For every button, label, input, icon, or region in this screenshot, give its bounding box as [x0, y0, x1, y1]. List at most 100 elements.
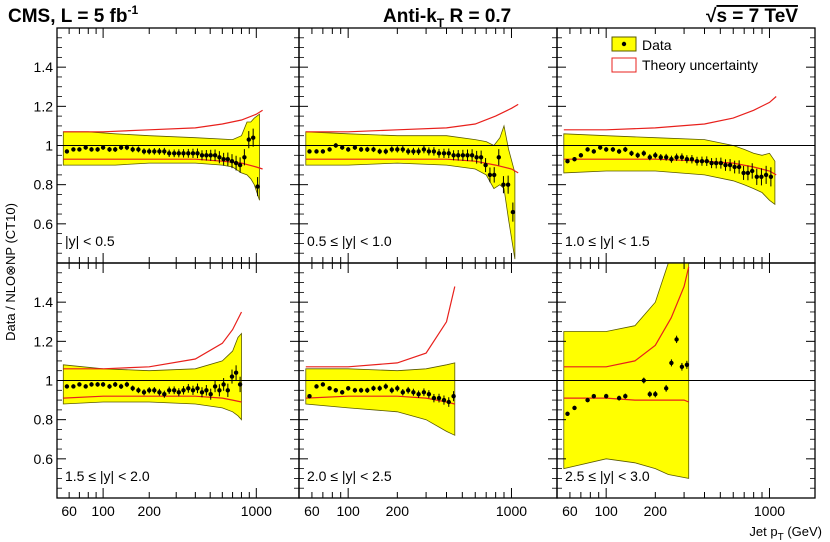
data-point [172, 151, 177, 156]
data-point [208, 392, 213, 397]
data-point [208, 153, 213, 158]
data-point [565, 159, 570, 164]
data-point [229, 159, 235, 164]
data-point [217, 155, 222, 160]
data-point [307, 149, 312, 154]
data-point [736, 164, 742, 170]
data-point [478, 155, 484, 160]
data-point [327, 386, 332, 391]
header-left: CMS, L = 5 fb-1 [8, 3, 138, 27]
x-tick-label: 100 [594, 503, 618, 519]
data-point [750, 168, 755, 174]
data-point [340, 145, 345, 150]
data-point [327, 147, 332, 152]
data-point [469, 153, 475, 158]
data-point [255, 184, 260, 189]
data-point [763, 172, 769, 178]
data-point [416, 392, 421, 397]
data-point [167, 151, 172, 156]
rapidity-bin-label: 2.0 ≤ |y| < 2.5 [307, 468, 392, 484]
data-point [689, 157, 695, 162]
y-tick-label: 0.8 [34, 177, 54, 193]
data-point [237, 162, 243, 168]
rapidity-bin-label: 2.5 ≤ |y| < 3.0 [565, 468, 650, 484]
data-point [176, 151, 181, 156]
data-point [718, 160, 724, 166]
data-point [598, 145, 603, 150]
data-point [157, 149, 162, 154]
data-point [77, 382, 82, 387]
data-point [233, 370, 239, 375]
legend-theory-label: Theory uncertainty [642, 57, 758, 73]
data-point [496, 155, 501, 160]
data-point [585, 147, 590, 152]
theory-upper-curve [63, 109, 263, 133]
uncertainty-band [62, 332, 242, 421]
data-point [167, 388, 172, 393]
data-point [451, 394, 456, 399]
data-point [604, 394, 609, 399]
data-point [333, 143, 338, 148]
data-point [674, 337, 679, 342]
uncertainty-band [62, 113, 260, 201]
x-tick-label: 100 [91, 503, 115, 519]
data-point [377, 386, 382, 391]
data-point [212, 384, 218, 389]
data-point [314, 384, 319, 389]
data-point [694, 159, 700, 164]
data-point [157, 390, 162, 395]
data-point [195, 151, 200, 156]
data-point [460, 153, 466, 158]
data-point [233, 160, 239, 166]
data-point [436, 151, 442, 156]
data-point [474, 155, 479, 160]
data-point [141, 149, 147, 154]
rapidity-bin-label: 0.5 ≤ |y| < 1.0 [307, 233, 392, 249]
data-point [221, 382, 226, 387]
data-point [741, 170, 746, 176]
data-point [451, 153, 456, 158]
data-point [371, 386, 376, 391]
data-point [217, 388, 222, 393]
theory-upper-curve [305, 103, 519, 133]
y-tick-label: 1.4 [34, 59, 54, 75]
data-point [346, 147, 351, 152]
data-point [426, 149, 432, 154]
data-point [124, 145, 130, 150]
panel-plot-area [57, 109, 299, 201]
data-point [113, 382, 118, 387]
x-axis-title: Jet pT (GeV) [749, 524, 822, 542]
panel-1: 0.6 0.8 1 1.2 1.4 |y| < 0.5 [34, 27, 300, 264]
data-point [653, 153, 658, 158]
y-tick-label: 1.2 [34, 333, 54, 349]
y-axis-title: Data / NLO⊗NP (CT10) [3, 203, 18, 341]
data-point [510, 209, 516, 215]
rapidity-bin-label: 1.5 ≤ |y| < 2.0 [65, 468, 150, 484]
data-point [616, 149, 622, 154]
data-point [416, 149, 421, 154]
data-point [352, 388, 358, 393]
data-point [768, 174, 774, 179]
theory-lower-curve [63, 158, 263, 170]
data-point [635, 153, 640, 158]
data-point [237, 382, 243, 387]
data-point [204, 388, 209, 393]
data-point [83, 145, 88, 150]
data-point [118, 145, 124, 150]
data-point [147, 388, 152, 393]
data-point [71, 384, 76, 389]
data-point [307, 394, 312, 399]
data-point [314, 149, 319, 154]
data-point [395, 147, 400, 152]
data-point [704, 159, 709, 164]
y-tick-label: 1.4 [34, 294, 54, 310]
data-point [616, 395, 622, 401]
x-tick-label: 1000 [496, 503, 527, 519]
data-point [647, 155, 652, 160]
data-point [352, 145, 358, 150]
data-point [136, 147, 141, 152]
data-point [658, 155, 663, 160]
data-point [64, 384, 70, 389]
data-point [759, 174, 764, 179]
data-point [107, 384, 112, 389]
